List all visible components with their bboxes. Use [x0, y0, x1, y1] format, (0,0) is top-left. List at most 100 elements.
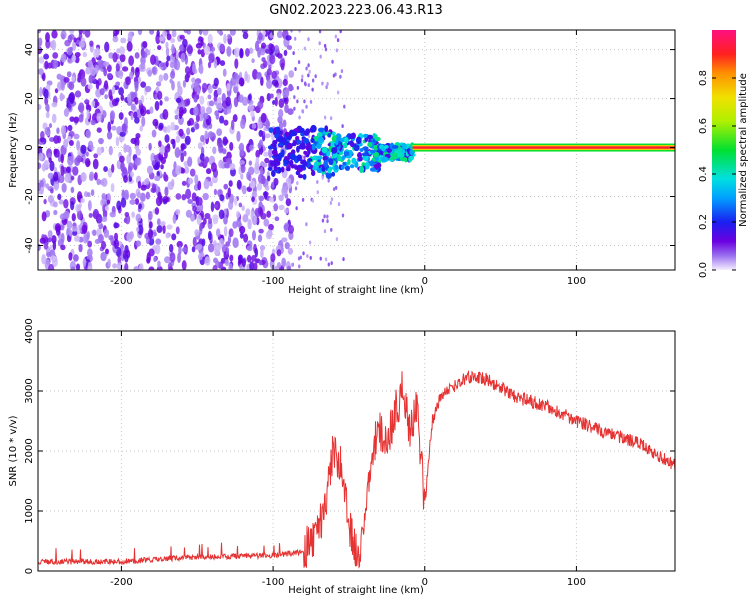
spectrogram-cell: [77, 72, 82, 83]
spectrogram-cell: [52, 201, 58, 208]
spectrogram-cell: [76, 209, 83, 220]
spectrogram-cell: [269, 93, 274, 99]
spectrogram-cell: [282, 119, 287, 128]
spectrogram-cell: [324, 257, 328, 262]
spectrogram-cell: [123, 174, 128, 183]
spectrogram-cell: [85, 102, 90, 111]
spectrogram-cell: [123, 189, 129, 200]
spectrogram-cell: [240, 118, 246, 130]
spectrogram-cell: [153, 154, 159, 160]
spectrogram-cell: [226, 108, 232, 114]
spectrogram-cell: [271, 79, 279, 86]
spectrogram-cell: [342, 161, 347, 166]
spectrogram-cell: [197, 180, 202, 191]
spectrogram-cell: [216, 139, 223, 148]
spectrogram-cell: [262, 30, 267, 36]
spectrogram-cell: [298, 115, 301, 120]
spectrogram-cell: [121, 189, 126, 200]
spectrogram-cell: [129, 231, 134, 240]
spectrogram-cell: [149, 221, 153, 229]
spectrogram-cell: [158, 140, 162, 148]
spectrogram-cell: [216, 30, 222, 34]
spectrogram-cell: [134, 81, 139, 92]
spectrogram-cell: [63, 108, 69, 117]
spectrogram-cell: [93, 153, 99, 159]
spectrogram-cell: [195, 122, 200, 130]
spectrogram-cell: [141, 50, 146, 58]
spectrogram-cell: [241, 185, 247, 195]
spectrogram-cell: [85, 129, 91, 139]
spectrogram-cell: [261, 162, 268, 168]
spectrogram-cell: [276, 30, 283, 39]
spectrogram-cell: [38, 182, 41, 191]
spectrogram-cell: [162, 196, 169, 203]
spectrogram-cell: [249, 144, 254, 151]
spectrogram-cell: [108, 145, 113, 156]
spectrogram-cell: [146, 165, 154, 175]
spectrogram-cell: [80, 77, 87, 87]
spectrogram-cell: [133, 266, 140, 270]
spectrogram-cell: [317, 136, 324, 143]
spectrogram-cell: [401, 149, 406, 154]
spectrogram-cell: [299, 127, 305, 133]
spectrogram-cell: [328, 158, 334, 166]
spectrogram-cell: [195, 205, 202, 212]
spectrogram-cell: [133, 91, 138, 99]
spectrogram-cell: [46, 104, 50, 113]
spectrogram-cell: [68, 91, 76, 103]
spectrogram-cell: [208, 53, 215, 64]
spectrogram-cell: [329, 116, 333, 121]
spectrogram-cell: [212, 217, 219, 225]
spectrogram-cell: [323, 159, 328, 168]
spectrogram-cell: [66, 220, 73, 230]
spectrogram-cell: [253, 262, 258, 270]
spectrogram-cell: [87, 266, 91, 270]
spectrogram-cell: [59, 92, 64, 102]
spectrogram-cell: [57, 193, 62, 201]
y-tick-label: 40: [24, 43, 35, 56]
spectrogram-cell: [232, 221, 238, 229]
spectrogram-cell: [151, 183, 157, 193]
spectrogram-frame: [37, 29, 676, 271]
spectrogram-cell: [115, 136, 120, 147]
spectrogram-cell: [196, 196, 203, 206]
spectrogram-cell: [245, 208, 251, 216]
spectrogram-cell: [134, 157, 141, 166]
spectrogram-cell: [78, 114, 84, 123]
spectrogram-cell: [168, 243, 174, 253]
spectrogram-cell: [109, 211, 116, 218]
spectrogram-cell: [108, 235, 114, 241]
spectrogram-cell: [60, 153, 64, 164]
colorbar-tick-label: 0.4: [698, 166, 709, 182]
spectrogram-cell: [68, 81, 75, 91]
spectrogram-cell: [218, 209, 225, 220]
spectrogram-cell: [319, 256, 322, 261]
spectrogram-cell: [266, 68, 272, 76]
spectrogram-cell: [323, 214, 326, 219]
spectrogram-cell: [165, 233, 170, 239]
snr-ylabel: SNR (10 * v/v): [8, 415, 19, 486]
spectrogram-cell: [247, 218, 252, 230]
spectrogram-cell: [392, 145, 399, 149]
spectrogram-cell: [121, 123, 127, 134]
spectrogram-cell: [292, 51, 295, 56]
spectrogram-cell: [78, 102, 85, 113]
spectrogram-cell: [81, 155, 87, 164]
spectrogram-cell: [160, 164, 164, 170]
spectrogram-cell: [276, 92, 281, 100]
spectrogram-cell: [359, 147, 364, 152]
spectrogram-cell: [341, 155, 346, 161]
spectrogram-cell: [321, 146, 328, 154]
spectrogram-cell: [325, 172, 332, 180]
spectrogram-cell: [223, 215, 228, 225]
spectrogram-cell: [67, 47, 73, 56]
spectrogram-cell: [327, 262, 331, 267]
spectrogram-cell: [115, 97, 120, 103]
spectrogram-cell: [296, 154, 303, 162]
spectrogram-cell: [68, 130, 75, 137]
spectrogram-cell: [230, 119, 235, 131]
spectrogram-cell: [332, 187, 336, 192]
spectrogram-cell: [274, 96, 278, 107]
spectrogram-cell: [289, 159, 294, 167]
spectrogram-cell: [331, 131, 336, 136]
